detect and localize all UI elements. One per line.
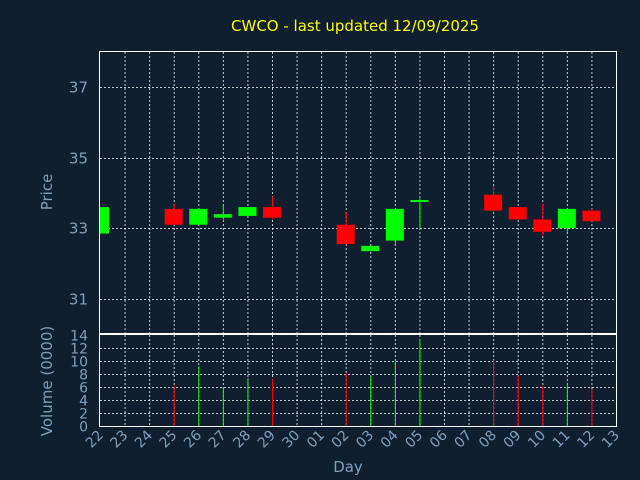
volume-y-tick-label: 12 bbox=[70, 342, 88, 358]
price-y-tick-label: 37 bbox=[69, 79, 88, 97]
x-tick-label: 23 bbox=[107, 428, 131, 452]
candle-body bbox=[508, 207, 527, 220]
x-tick-label: 24 bbox=[132, 427, 156, 451]
price-y-tick-label: 31 bbox=[69, 291, 88, 309]
volume-y-tick-label: 0 bbox=[79, 420, 88, 436]
x-tick-label: 13 bbox=[599, 428, 623, 452]
candle-22 bbox=[100, 207, 109, 234]
volume-y-tick-label: 6 bbox=[79, 381, 88, 397]
candle-11 bbox=[557, 208, 576, 232]
x-tick-label: 29 bbox=[255, 428, 279, 452]
x-tick-label: 26 bbox=[181, 427, 205, 451]
candle-26 bbox=[189, 208, 208, 225]
volume-y-tick-label: 8 bbox=[79, 368, 88, 384]
candle-02 bbox=[336, 212, 355, 245]
chart-title: CWCO - last updated 12/09/2025 bbox=[231, 17, 479, 35]
x-tick-label: 02 bbox=[329, 428, 353, 452]
candle-25 bbox=[164, 203, 183, 225]
volume-y-tick-label: 4 bbox=[79, 394, 88, 410]
volume-y-tick-label: 10 bbox=[70, 355, 88, 371]
candle-body bbox=[484, 194, 503, 211]
price-frame bbox=[99, 51, 617, 334]
candle-04 bbox=[385, 208, 404, 246]
x-axis-ticks: 22 23 24 25 26 27 28 29 30 01 02 03 04 05 06 07 08 09 10 11… bbox=[83, 427, 623, 451]
volume-frame bbox=[99, 334, 617, 427]
x-tick-label: 01 bbox=[304, 428, 328, 452]
x-tick-label: 30 bbox=[279, 428, 303, 452]
x-tick-label: 11 bbox=[550, 428, 574, 452]
x-tick-label: 06 bbox=[427, 427, 451, 451]
candle-08 bbox=[484, 185, 503, 213]
volume-axis-label: Volume (0000) bbox=[38, 326, 56, 436]
x-tick-label: 05 bbox=[402, 428, 426, 452]
x-tick-label: 07 bbox=[451, 428, 475, 452]
candle-body bbox=[582, 210, 601, 222]
candle-28 bbox=[238, 207, 257, 216]
candle-body bbox=[100, 207, 109, 234]
candle-body bbox=[164, 208, 183, 225]
candle-body bbox=[557, 208, 576, 229]
price-y-tick-label: 33 bbox=[69, 220, 88, 238]
candle-body bbox=[385, 208, 404, 241]
x-tick-label: 28 bbox=[230, 428, 254, 452]
candle-body bbox=[189, 208, 208, 225]
x-tick-label: 09 bbox=[501, 428, 525, 452]
x-tick-label: 03 bbox=[353, 428, 377, 452]
candle-body bbox=[533, 219, 552, 232]
volume-grid bbox=[100, 335, 616, 426]
price-grid bbox=[100, 52, 616, 334]
x-tick-label: 04 bbox=[378, 427, 402, 451]
candle-10 bbox=[533, 203, 552, 236]
candle-body bbox=[361, 245, 380, 252]
candle-05 bbox=[410, 198, 429, 229]
volume-y-tick-label: 2 bbox=[79, 407, 88, 423]
volume-y-tick-label: 14 bbox=[70, 329, 88, 345]
price-panel: 31 33 35 37 Price bbox=[38, 51, 617, 334]
candle-body bbox=[336, 224, 355, 245]
x-tick-label: 12 bbox=[574, 428, 598, 452]
volume-bars bbox=[173, 338, 593, 426]
candle-body bbox=[213, 214, 232, 218]
price-y-tick-label: 35 bbox=[69, 150, 88, 168]
candle-03 bbox=[361, 245, 380, 252]
x-axis-label: Day bbox=[333, 458, 363, 476]
x-tick-label: 10 bbox=[525, 428, 549, 452]
price-axis-label: Price bbox=[38, 174, 56, 211]
price-y-ticks: 31 33 35 37 bbox=[69, 79, 88, 309]
candle-27 bbox=[213, 205, 232, 220]
x-tick-label: 25 bbox=[157, 428, 181, 452]
candles bbox=[100, 185, 601, 252]
candle-body bbox=[410, 200, 429, 203]
x-tick-label: 08 bbox=[476, 428, 500, 452]
candle-12 bbox=[582, 208, 601, 222]
candle-29 bbox=[263, 196, 281, 220]
candle-body bbox=[263, 207, 281, 218]
x-tick-label: 27 bbox=[206, 428, 230, 452]
candle-09 bbox=[508, 207, 527, 220]
candle-body bbox=[238, 207, 257, 216]
